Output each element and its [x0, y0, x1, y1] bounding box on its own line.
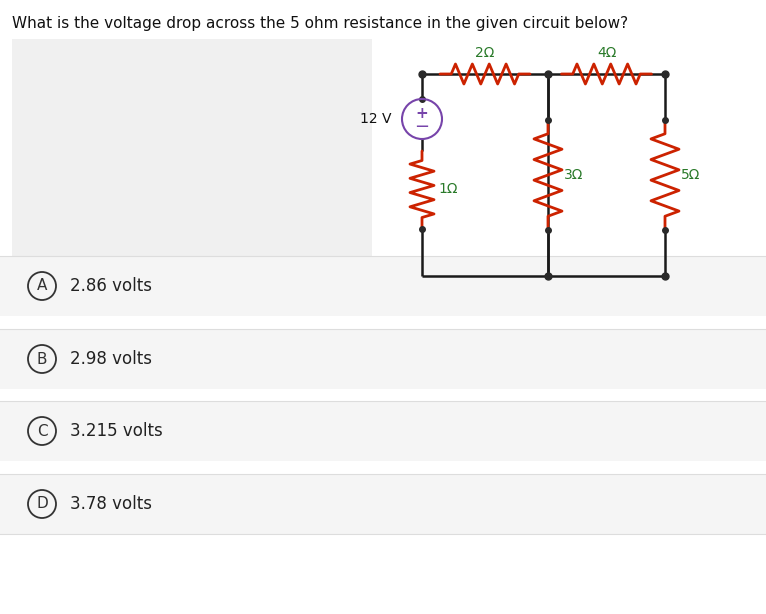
Text: 2.98 volts: 2.98 volts [70, 350, 152, 368]
FancyBboxPatch shape [0, 474, 766, 534]
Text: 4Ω: 4Ω [597, 46, 616, 60]
FancyBboxPatch shape [0, 256, 766, 316]
FancyBboxPatch shape [0, 401, 766, 461]
Text: 3Ω: 3Ω [564, 168, 584, 182]
FancyBboxPatch shape [0, 329, 766, 389]
Text: 2Ω: 2Ω [476, 46, 495, 60]
Text: A: A [37, 279, 47, 293]
Text: B: B [37, 351, 47, 367]
Text: 3.215 volts: 3.215 volts [70, 422, 162, 440]
Text: 3.78 volts: 3.78 volts [70, 495, 152, 513]
Text: 1Ω: 1Ω [438, 182, 457, 196]
Text: −: − [414, 118, 430, 136]
Text: 12 V: 12 V [361, 112, 392, 126]
Text: +: + [416, 106, 428, 120]
Text: 5Ω: 5Ω [681, 168, 700, 182]
FancyBboxPatch shape [12, 39, 372, 294]
Text: D: D [36, 497, 47, 511]
Text: 2.86 volts: 2.86 volts [70, 277, 152, 295]
Text: What is the voltage drop across the 5 ohm resistance in the given circuit below?: What is the voltage drop across the 5 oh… [12, 16, 628, 31]
Text: C: C [37, 424, 47, 438]
